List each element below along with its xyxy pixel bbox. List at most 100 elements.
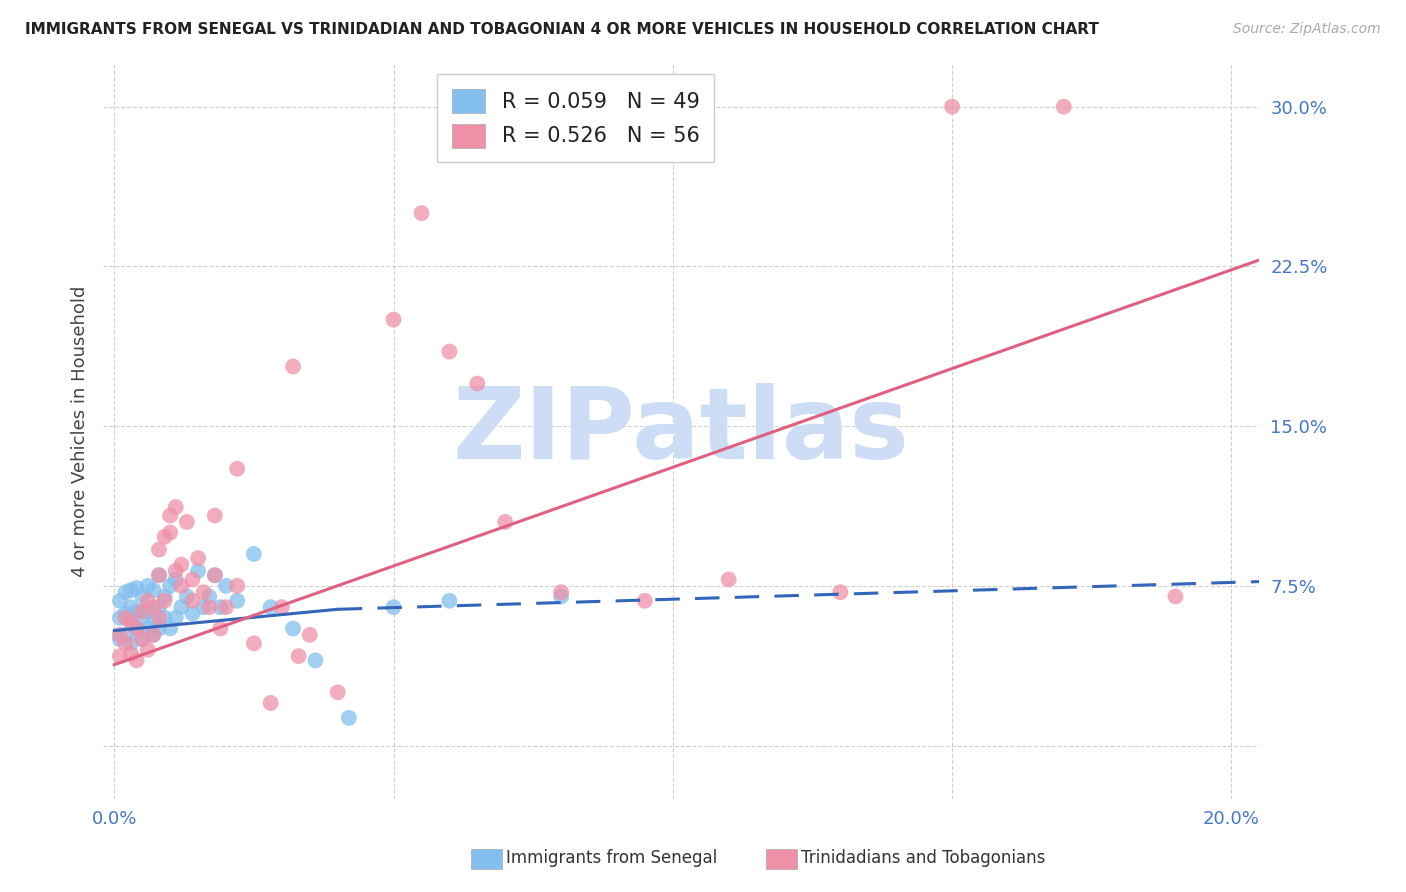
Point (148, 622, 170, 636)
Point (114, 585, 136, 599)
Point (120, 600, 142, 615)
Point (181, 607, 204, 621)
Point (494, 515, 516, 529)
Point (281, 359, 304, 374)
Point (108, 628, 131, 642)
Point (125, 653, 148, 667)
Text: IMMIGRANTS FROM SENEGAL VS TRINIDADIAN AND TOBAGONIAN 4 OR MORE VEHICLES IN HOUS: IMMIGRANTS FROM SENEGAL VS TRINIDADIAN A… (25, 22, 1099, 37)
Point (159, 508, 181, 523)
Point (136, 604, 159, 618)
Point (165, 573, 187, 587)
Point (148, 611, 170, 625)
Point (198, 590, 221, 604)
Point (131, 632, 153, 646)
Point (114, 611, 136, 625)
Point (193, 585, 215, 599)
Point (148, 600, 170, 615)
Point (181, 593, 204, 607)
Point (243, 636, 266, 650)
Point (159, 525, 181, 540)
Point (382, 600, 405, 615)
Point (209, 622, 232, 636)
Point (120, 615, 142, 629)
Point (337, 711, 360, 725)
Point (136, 622, 159, 636)
Point (131, 590, 153, 604)
Point (142, 611, 165, 625)
Point (165, 500, 187, 514)
Text: Trinidadians and Tobagonians: Trinidadians and Tobagonians (801, 849, 1046, 867)
Point (131, 611, 153, 625)
Point (550, 590, 572, 604)
Point (1053, 100, 1076, 114)
Point (176, 515, 198, 529)
Point (108, 649, 131, 664)
Point (209, 600, 232, 615)
Point (142, 583, 165, 598)
Point (215, 579, 238, 593)
Point (114, 607, 136, 621)
Point (170, 600, 193, 615)
Point (108, 611, 131, 625)
Point (165, 564, 187, 578)
Point (193, 600, 215, 615)
Point (270, 600, 292, 615)
Point (170, 558, 193, 572)
Point (136, 642, 159, 657)
Point (148, 542, 170, 557)
Y-axis label: 4 or more Vehicles in Household: 4 or more Vehicles in Household (72, 285, 89, 577)
Point (243, 547, 266, 561)
Point (439, 593, 461, 607)
Text: Source: ZipAtlas.com: Source: ZipAtlas.com (1233, 22, 1381, 37)
Point (634, 593, 657, 607)
Point (439, 344, 461, 359)
Point (148, 568, 170, 582)
Point (153, 611, 176, 625)
Point (287, 649, 309, 664)
Point (411, 206, 433, 220)
Point (120, 583, 142, 598)
Point (114, 636, 136, 650)
Point (198, 600, 221, 615)
Point (465, 376, 488, 391)
Point (204, 568, 226, 582)
Point (215, 600, 238, 615)
Point (159, 579, 181, 593)
Text: ZIPatlas: ZIPatlas (453, 383, 910, 480)
Point (260, 600, 283, 615)
Point (204, 568, 226, 582)
Point (204, 508, 226, 523)
Point (326, 685, 349, 699)
Point (142, 628, 165, 642)
Point (120, 615, 142, 629)
Point (550, 585, 572, 599)
Point (120, 647, 142, 661)
Point (941, 100, 963, 114)
Point (226, 579, 249, 593)
Point (131, 632, 153, 646)
Point (187, 551, 209, 566)
Text: Immigrants from Senegal: Immigrants from Senegal (506, 849, 717, 867)
Point (159, 622, 181, 636)
Point (125, 604, 148, 618)
Point (187, 564, 209, 578)
Point (260, 696, 283, 710)
Point (176, 590, 198, 604)
Point (717, 573, 740, 587)
Point (181, 573, 204, 587)
Point (830, 585, 852, 599)
Point (131, 604, 153, 618)
Point (108, 632, 131, 646)
Point (136, 579, 159, 593)
Point (142, 628, 165, 642)
Point (165, 611, 187, 625)
Point (382, 312, 405, 326)
Point (281, 622, 304, 636)
Point (153, 530, 176, 544)
Point (153, 593, 176, 607)
Point (170, 579, 193, 593)
Point (125, 581, 148, 595)
Point (120, 636, 142, 650)
Point (1164, 590, 1187, 604)
Point (226, 593, 249, 607)
